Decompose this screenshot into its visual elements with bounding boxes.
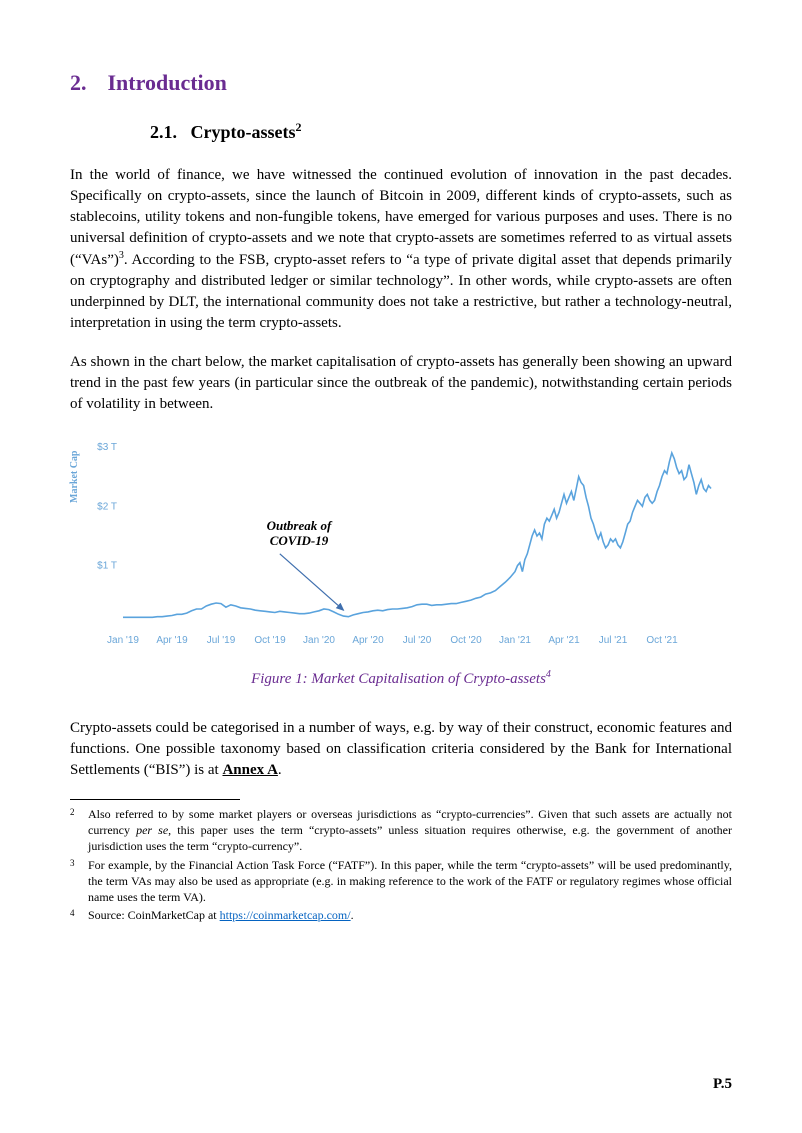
svg-text:Jul '21: Jul '21 — [599, 635, 628, 646]
section-heading: 2. Introduction — [70, 70, 732, 96]
svg-text:Jan '19: Jan '19 — [107, 635, 139, 646]
figure-caption: Figure 1: Market Capitalisation of Crypt… — [70, 669, 732, 688]
paragraph-2: As shown in the chart below, the market … — [70, 352, 732, 415]
svg-text:Apr '20: Apr '20 — [352, 635, 384, 646]
market-cap-chart: Market Cap $1 T$2 T$3 TJan '19Apr '19Jul… — [81, 433, 721, 653]
page-number: P.5 — [713, 1076, 732, 1093]
subsection-title: Crypto-assets — [191, 122, 296, 142]
svg-text:Oct '20: Oct '20 — [450, 635, 482, 646]
svg-text:Jul '20: Jul '20 — [403, 635, 432, 646]
footnote-4: 4 Source: CoinMarketCap at https://coinm… — [70, 907, 732, 923]
footnote-3: 3 For example, by the Financial Action T… — [70, 857, 732, 906]
svg-text:Jan '20: Jan '20 — [303, 635, 335, 646]
coinmarketcap-link[interactable]: https://coinmarketcap.com/ — [220, 908, 351, 922]
svg-text:Jan '21: Jan '21 — [499, 635, 531, 646]
svg-text:Jul '19: Jul '19 — [207, 635, 236, 646]
annex-a-link[interactable]: Annex A — [222, 762, 277, 778]
chart-svg: $1 T $2 T $3 T Jan '19 Apr '19 Jul '19 Oct '19… — [81, 433, 721, 653]
footnote-ref-4: 4 — [546, 669, 551, 680]
footnotes: 2 Also referred to by some market player… — [70, 806, 732, 923]
page: 2. Introduction 2.1. Crypto-assets2 In t… — [0, 0, 802, 1133]
section-number: 2. — [70, 70, 102, 96]
chart-annotation: Outbreak of COVID-19 — [244, 519, 354, 549]
figure-1: Market Cap $1 T $2 T $3 T Jan '19 Apr '19 Jul… — [70, 433, 732, 688]
footnote-2: 2 Also referred to by some market player… — [70, 806, 732, 855]
paragraph-1: In the world of finance, we have witness… — [70, 165, 732, 334]
svg-text:$3 T: $3 T — [97, 442, 117, 453]
paragraph-3: Crypto-assets could be categorised in a … — [70, 718, 732, 781]
svg-text:Apr '19: Apr '19 — [156, 635, 188, 646]
subsection-number: 2.1. — [150, 122, 177, 142]
svg-text:Oct '21: Oct '21 — [646, 635, 678, 646]
footnote-ref-2: 2 — [296, 120, 302, 134]
svg-text:$2 T: $2 T — [97, 501, 117, 512]
svg-text:$1 T: $1 T — [97, 561, 117, 572]
subsection-heading: 2.1. Crypto-assets2 — [150, 120, 732, 143]
svg-text:Apr '21: Apr '21 — [548, 635, 580, 646]
y-axis-title: Market Cap — [69, 451, 80, 504]
footnotes-rule — [70, 799, 240, 800]
svg-text:Oct '19: Oct '19 — [254, 635, 286, 646]
section-title: Introduction — [108, 70, 227, 95]
